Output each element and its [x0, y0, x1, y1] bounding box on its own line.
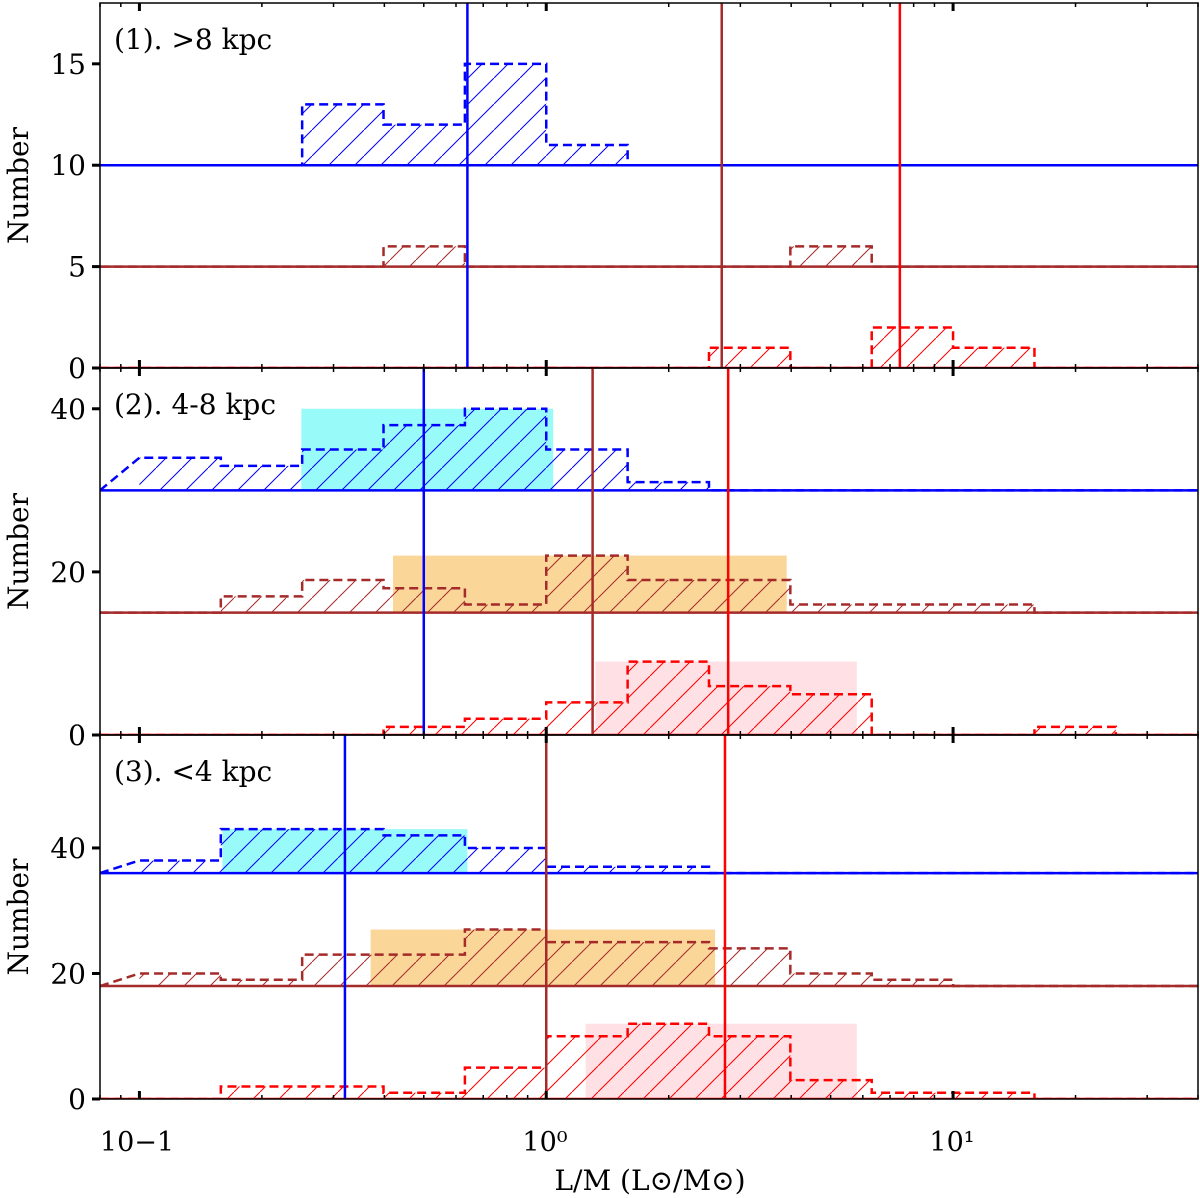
panel-label: (3). <4 kpc — [114, 755, 272, 788]
red-bar — [708, 1036, 791, 1099]
x-tick-label-0: 10−1 — [100, 1127, 174, 1158]
red-bar — [871, 327, 954, 368]
red-bar — [627, 661, 709, 735]
brown-bar — [790, 604, 872, 613]
panel-frame-3 — [99, 734, 1199, 1100]
blue-bar — [464, 63, 547, 166]
blue-bar — [139, 457, 221, 491]
x-tick-label-1: 10⁰ — [522, 1127, 567, 1158]
red-bar — [953, 347, 1035, 368]
panel-2: 0 20 40 Number (2). 4-8 kpc — [2, 367, 1199, 752]
red-bar — [708, 347, 791, 368]
blue-bar — [464, 847, 547, 874]
blue-bar — [546, 449, 628, 491]
red-bar — [220, 1086, 303, 1099]
y-tick-label: 0 — [68, 352, 86, 385]
brown-histogram-outline — [100, 928, 1198, 988]
brown-bar — [464, 929, 547, 987]
panel-frame-1 — [99, 2, 1199, 369]
blue-bar — [302, 449, 384, 491]
blue-bar — [220, 465, 303, 491]
brown-bar — [790, 973, 872, 987]
y-tick-label: 20 — [50, 957, 86, 990]
blue-bar — [464, 408, 547, 491]
x-axis: 10−1 10⁰ 10¹ L/M (L⊙/M⊙) — [100, 1127, 975, 1197]
y-axis-label: Number — [2, 858, 35, 976]
red-bar — [302, 1086, 384, 1099]
red-bar — [546, 702, 628, 735]
panel-1: 0 5 10 15 Number (1). >8 kpc — [2, 2, 1199, 385]
panels: 0 5 10 15 Number (1). >8 kpc 0 20 40 Number (2). 4… — [2, 2, 1199, 1116]
y-axis-label: Number — [2, 126, 35, 244]
blue-bar — [546, 144, 628, 166]
brown-bar — [383, 246, 465, 267]
brown-bar — [383, 954, 465, 987]
y-tick-label: 40 — [50, 832, 86, 865]
brown-bar — [302, 954, 384, 987]
brown-bar — [139, 973, 221, 987]
brown-histogram-outline — [100, 245, 1198, 268]
red-histogram-outline — [100, 326, 1198, 368]
y-tick-label: 10 — [50, 149, 86, 182]
panel-label: (2). 4-8 kpc — [114, 388, 276, 421]
y-tick-label: 0 — [68, 1083, 86, 1116]
brown-bar — [220, 596, 303, 613]
panel-3: 0 20 40 Number (3). <4 kpc — [2, 734, 1199, 1116]
y-tick-label: 15 — [50, 48, 86, 81]
red-bar — [627, 1023, 709, 1099]
y-tick-label: 5 — [68, 251, 86, 284]
brown-bar — [220, 979, 303, 987]
red-bar — [790, 1080, 872, 1099]
blue-bar — [220, 829, 303, 874]
blue-bar — [302, 104, 384, 166]
red-bar — [953, 1092, 1035, 1099]
red-histogram-outline — [100, 1022, 1198, 1099]
brown-bar — [302, 580, 384, 613]
red-bar — [871, 1092, 954, 1099]
brown-bar — [708, 580, 791, 613]
blue-bar — [139, 860, 221, 874]
y-axis-label: Number — [2, 492, 35, 610]
plot-area-3 — [100, 735, 1198, 1099]
blue-bar — [302, 829, 384, 874]
brown-histogram-outline — [100, 554, 1198, 614]
x-axis-label: L/M (L⊙/M⊙) — [554, 1164, 745, 1197]
blue-bar — [627, 866, 709, 874]
brown-bar — [871, 979, 954, 987]
blue-bar — [627, 482, 709, 491]
y-tick-label: 20 — [50, 556, 86, 589]
y-tick-label: 40 — [50, 393, 86, 426]
brown-bar — [708, 948, 791, 987]
brown-bar — [546, 555, 628, 613]
red-bar — [1034, 726, 1116, 735]
blue-bar — [383, 835, 465, 874]
blue-bar — [546, 866, 628, 874]
red-histogram-outline — [100, 660, 1198, 735]
brown-bar — [953, 604, 1035, 613]
blue-histogram-outline — [100, 407, 1198, 492]
red-bar — [546, 1036, 628, 1099]
brown-bar — [627, 580, 709, 613]
brown-bar — [871, 604, 954, 613]
blue-histogram-outline — [100, 62, 1198, 167]
y-tick-label: 0 — [68, 719, 86, 752]
panel-label: (1). >8 kpc — [114, 23, 272, 56]
red-bar — [790, 694, 872, 735]
brown-bar — [546, 942, 628, 987]
brown-bar — [627, 942, 709, 987]
brown-bar — [790, 246, 872, 267]
red-bar — [464, 718, 547, 735]
red-bar — [708, 686, 791, 735]
red-bar — [464, 1067, 547, 1099]
plot-area-2 — [100, 368, 1198, 735]
blue-bar — [383, 124, 465, 166]
plot-area-1 — [100, 3, 1198, 368]
x-tick-label-2: 10¹ — [929, 1127, 974, 1158]
brown-bar — [464, 604, 547, 613]
